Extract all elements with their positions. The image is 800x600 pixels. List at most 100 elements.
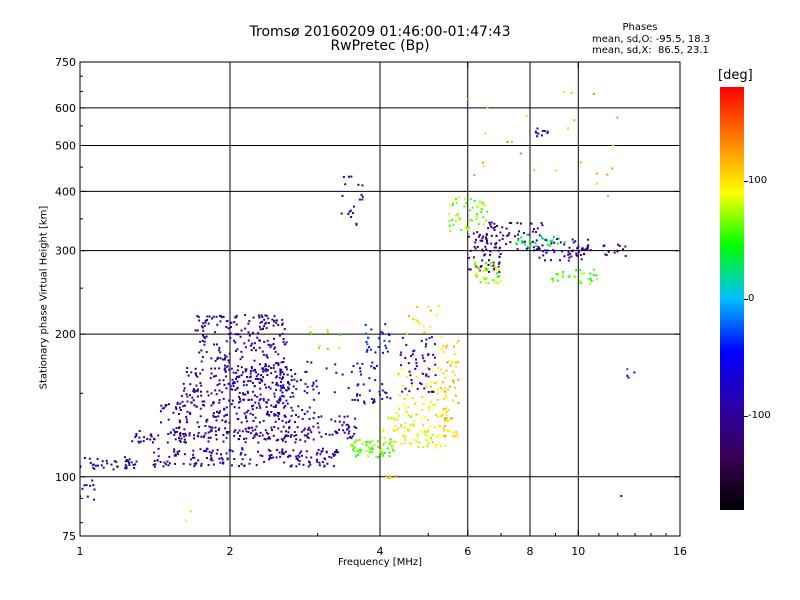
echo-point: [241, 458, 244, 461]
echo-point: [469, 198, 472, 201]
echo-point: [97, 464, 99, 467]
echo-point: [139, 440, 142, 443]
echo-point: [265, 431, 268, 434]
echo-point: [408, 441, 411, 444]
echo-point: [275, 319, 278, 322]
echo-point: [401, 385, 404, 387]
echo-point: [264, 429, 267, 432]
echo-point: [422, 403, 425, 406]
echo-point: [131, 440, 134, 443]
echo-point: [377, 445, 379, 448]
phase-o-stats: mean, sd,O: -95.5, 18.3: [592, 34, 711, 45]
echo-point: [589, 272, 592, 275]
echo-point: [214, 331, 217, 334]
echo-point: [281, 450, 284, 453]
echo-point: [485, 241, 488, 244]
echo-point: [455, 365, 457, 368]
echo-point: [361, 184, 364, 187]
echo-point: [229, 332, 232, 335]
echo-point: [474, 247, 477, 250]
echo-point: [293, 431, 296, 433]
phase-colorbar: [720, 87, 744, 510]
chart-title: Tromsø 20160209 01:46:00-01:47:43: [249, 24, 511, 40]
echo-point: [481, 237, 484, 240]
echo-point: [381, 332, 384, 334]
echo-point: [133, 467, 136, 469]
echo-point: [482, 161, 484, 164]
echo-point: [561, 250, 564, 253]
echo-point: [536, 135, 539, 138]
echo-point: [341, 194, 344, 197]
echo-point: [452, 435, 455, 438]
echo-point: [487, 282, 490, 285]
echo-point: [498, 266, 501, 269]
echo-point: [234, 429, 237, 432]
echo-point: [83, 484, 86, 487]
echo-point: [180, 437, 183, 440]
echo-point: [481, 201, 484, 204]
echo-point: [480, 211, 483, 213]
echo-point: [416, 320, 419, 323]
echo-point: [223, 364, 226, 367]
echo-point: [275, 388, 278, 391]
echo-point: [320, 435, 323, 438]
echo-point: [254, 416, 257, 419]
echo-point: [494, 226, 497, 229]
echo-point: [371, 439, 373, 442]
echo-point: [438, 304, 441, 307]
echo-point: [194, 389, 197, 392]
echo-point: [247, 339, 250, 342]
echo-point: [115, 460, 118, 463]
echo-point: [270, 372, 273, 375]
echo-point: [422, 357, 425, 360]
echo-point: [496, 224, 498, 227]
echo-point: [200, 360, 203, 363]
echo-point: [265, 386, 268, 389]
echo-point: [233, 339, 236, 342]
echo-point: [252, 316, 255, 319]
echo-point: [520, 236, 523, 239]
echo-point: [537, 132, 540, 135]
echo-point: [481, 248, 484, 251]
echo-point: [157, 447, 160, 450]
echo-point: [226, 365, 229, 368]
y-tick-label: 300: [55, 245, 76, 258]
echo-point: [264, 368, 267, 371]
echo-point: [176, 450, 179, 453]
echo-point: [416, 387, 419, 390]
echo-point: [326, 462, 329, 465]
echo-point: [275, 362, 278, 364]
echo-point: [199, 372, 202, 375]
echo-point: [222, 434, 225, 436]
echo-point: [400, 364, 402, 367]
echo-point: [146, 438, 149, 440]
echo-point: [498, 275, 501, 278]
echo-point: [493, 268, 495, 271]
echo-point: [285, 450, 287, 453]
echo-point: [370, 365, 373, 368]
echo-point: [193, 437, 196, 440]
echo-point: [223, 354, 226, 357]
echo-point: [261, 320, 264, 323]
echo-point: [454, 353, 457, 355]
echo-point: [528, 241, 531, 243]
echo-point: [292, 385, 295, 388]
echo-point: [304, 440, 307, 443]
echo-point: [476, 205, 479, 208]
echo-point: [209, 377, 212, 380]
echo-point: [326, 328, 329, 331]
echo-point: [487, 227, 490, 230]
echo-point: [179, 409, 182, 411]
echo-point: [436, 381, 438, 384]
echo-point: [431, 370, 434, 373]
echo-point: [258, 399, 261, 402]
echo-point: [216, 384, 219, 387]
echo-point: [225, 387, 228, 390]
echo-point: [209, 454, 212, 457]
echo-point: [215, 434, 218, 436]
echo-point: [361, 198, 364, 201]
echo-point: [257, 314, 260, 317]
echo-point: [567, 253, 570, 256]
echo-point: [455, 430, 458, 433]
echo-point: [348, 425, 350, 428]
